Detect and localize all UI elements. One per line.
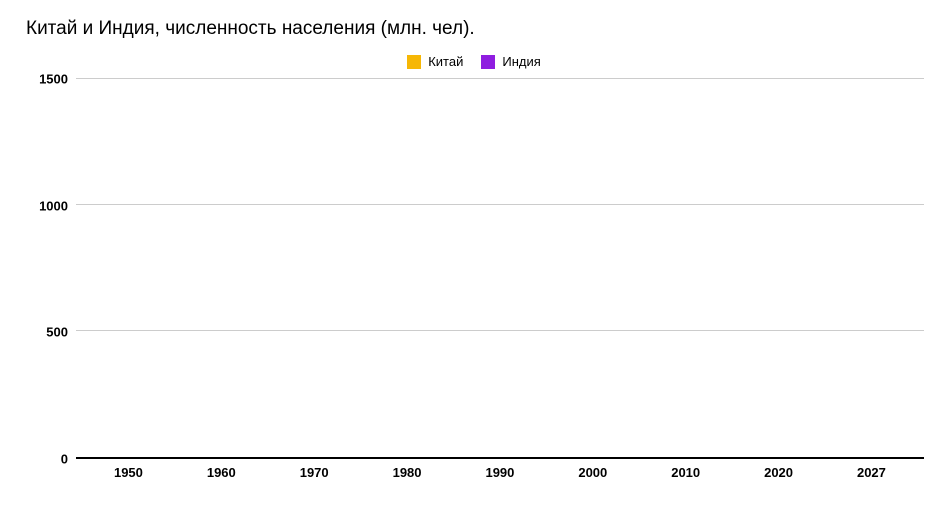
y-axis: 050010001500 xyxy=(24,79,76,459)
y-tick-label: 1500 xyxy=(39,72,68,87)
legend-swatch-icon xyxy=(407,55,421,69)
x-tick-label: 2010 xyxy=(651,465,721,480)
x-tick-label: 1960 xyxy=(186,465,256,480)
x-tick-label: 2000 xyxy=(558,465,628,480)
gridline xyxy=(76,330,924,331)
gridline xyxy=(76,78,924,79)
x-axis: 1950 1960 1970 1980 1990 2000 2010 2020 2027 xyxy=(24,459,924,480)
x-tick-label: 2027 xyxy=(836,465,906,480)
x-tick-label: 2020 xyxy=(744,465,814,480)
x-tick-label: 1980 xyxy=(372,465,442,480)
bars-row xyxy=(76,79,924,457)
y-tick-label: 1000 xyxy=(39,198,68,213)
plot-wrapper: 050010001500 xyxy=(24,79,924,459)
legend-item-1: Индия xyxy=(481,54,540,69)
x-tick-label: 1950 xyxy=(93,465,163,480)
chart-title: Китай и Индия, численность населения (мл… xyxy=(26,18,924,40)
x-tick-label: 1970 xyxy=(279,465,349,480)
legend-swatch-icon xyxy=(481,55,495,69)
population-chart: Китай и Индия, численность населения (мл… xyxy=(0,0,948,505)
gridline xyxy=(76,204,924,205)
legend-item-0: Китай xyxy=(407,54,463,69)
legend-label: Китай xyxy=(428,54,463,69)
x-tick-label: 1990 xyxy=(465,465,535,480)
y-tick-label: 500 xyxy=(46,325,68,340)
legend: Китай Индия xyxy=(24,54,924,69)
legend-label: Индия xyxy=(502,54,540,69)
y-tick-label: 0 xyxy=(61,452,68,467)
plot-area xyxy=(76,79,924,459)
